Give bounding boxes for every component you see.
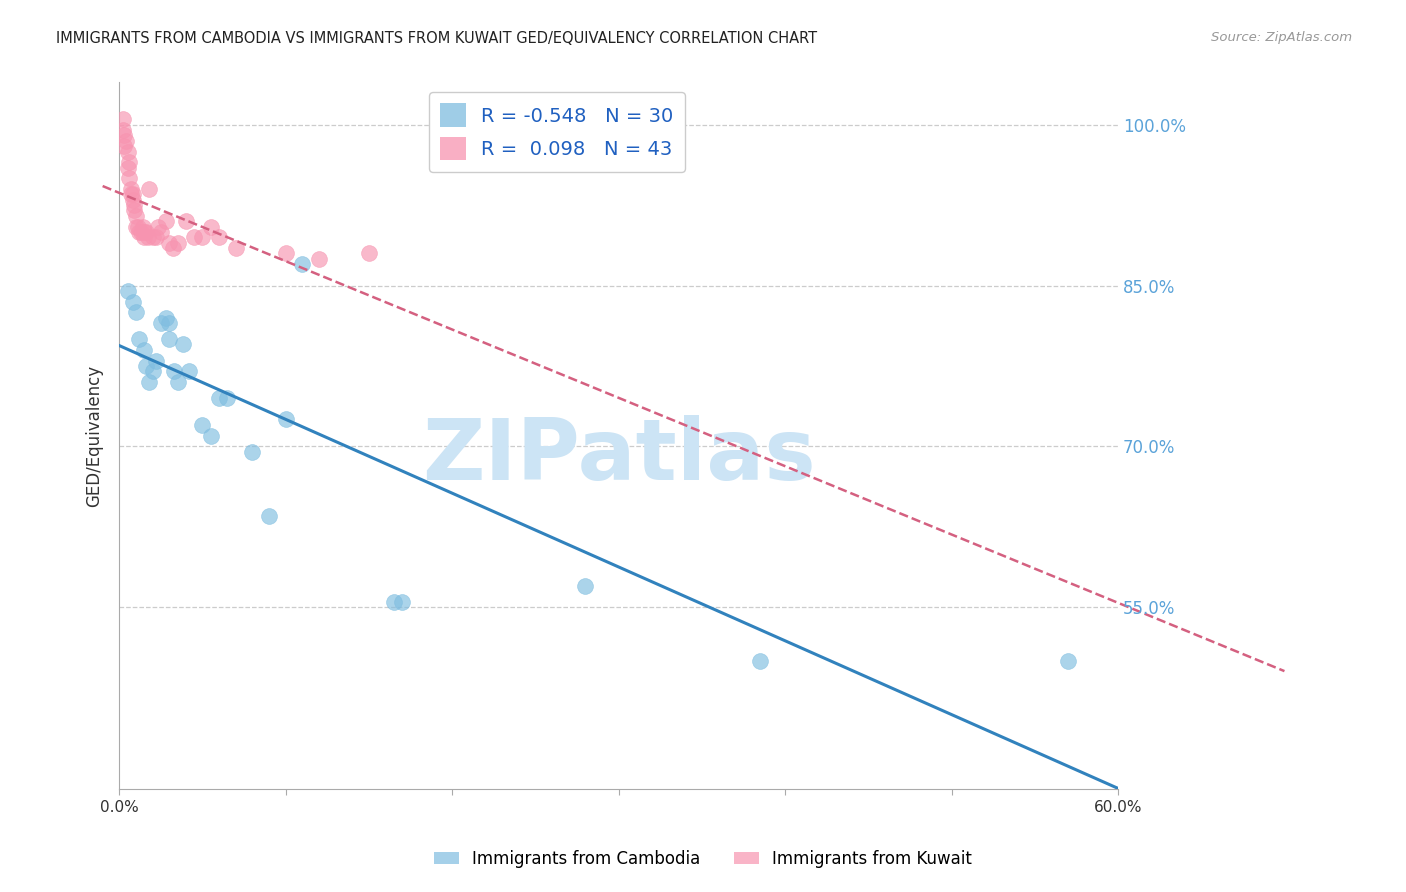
Y-axis label: GED/Equivalency: GED/Equivalency xyxy=(86,365,103,507)
Point xyxy=(149,225,172,239)
Point xyxy=(217,391,239,405)
Point xyxy=(172,337,194,351)
Point xyxy=(749,654,772,668)
Point xyxy=(138,375,160,389)
Text: Source: ZipAtlas.com: Source: ZipAtlas.com xyxy=(1212,31,1353,45)
Point xyxy=(357,246,380,260)
Point xyxy=(112,139,135,153)
Point xyxy=(166,235,188,250)
Point xyxy=(274,412,297,426)
Point xyxy=(112,128,135,143)
Point xyxy=(134,343,156,357)
Point xyxy=(155,310,177,325)
Point xyxy=(200,219,222,234)
Point xyxy=(163,364,186,378)
Point xyxy=(128,225,150,239)
Text: IMMIGRANTS FROM CAMBODIA VS IMMIGRANTS FROM KUWAIT GED/EQUIVALENCY CORRELATION C: IMMIGRANTS FROM CAMBODIA VS IMMIGRANTS F… xyxy=(56,31,817,46)
Point xyxy=(242,444,264,458)
Point xyxy=(208,230,231,244)
Point xyxy=(120,187,142,202)
Point xyxy=(208,391,231,405)
Point xyxy=(146,219,169,234)
Point xyxy=(145,353,167,368)
Point xyxy=(166,375,188,389)
Point xyxy=(157,332,180,346)
Point xyxy=(127,219,149,234)
Point xyxy=(125,209,148,223)
Point xyxy=(111,112,134,127)
Text: ZIPatlas: ZIPatlas xyxy=(422,416,815,499)
Point xyxy=(121,193,143,207)
Point xyxy=(129,225,152,239)
Point xyxy=(391,594,413,608)
Point xyxy=(138,182,160,196)
Point xyxy=(125,305,148,319)
Point xyxy=(121,187,143,202)
Point xyxy=(136,230,159,244)
Legend: Immigrants from Cambodia, Immigrants from Kuwait: Immigrants from Cambodia, Immigrants fro… xyxy=(427,844,979,875)
Point xyxy=(157,316,180,330)
Point xyxy=(117,161,139,175)
Point xyxy=(308,252,330,266)
Point xyxy=(174,214,197,228)
Point xyxy=(191,230,214,244)
Point xyxy=(1057,654,1080,668)
Point xyxy=(291,257,314,271)
Point xyxy=(142,364,165,378)
Point xyxy=(257,508,280,523)
Point xyxy=(128,332,150,346)
Point xyxy=(183,230,205,244)
Point xyxy=(382,594,405,608)
Point xyxy=(120,182,142,196)
Point xyxy=(117,145,139,159)
Point xyxy=(574,578,596,592)
Point xyxy=(125,219,148,234)
Point xyxy=(135,359,157,373)
Point xyxy=(145,230,167,244)
Point xyxy=(162,241,184,255)
Point xyxy=(155,214,177,228)
Point xyxy=(117,284,139,298)
Point xyxy=(118,155,141,169)
Point xyxy=(122,203,145,218)
Point xyxy=(142,230,165,244)
Point xyxy=(111,123,134,137)
Point xyxy=(122,198,145,212)
Point xyxy=(200,428,222,442)
Point xyxy=(131,219,153,234)
Point xyxy=(179,364,201,378)
Point xyxy=(118,171,141,186)
Point xyxy=(149,316,172,330)
Point xyxy=(134,230,156,244)
Point xyxy=(225,241,247,255)
Point xyxy=(157,235,180,250)
Point xyxy=(134,225,156,239)
Legend: R = -0.548   N = 30, R =  0.098   N = 43: R = -0.548 N = 30, R = 0.098 N = 43 xyxy=(429,92,685,172)
Point xyxy=(274,246,297,260)
Point xyxy=(191,417,214,432)
Point xyxy=(121,294,143,309)
Point xyxy=(135,225,157,239)
Point xyxy=(115,134,138,148)
